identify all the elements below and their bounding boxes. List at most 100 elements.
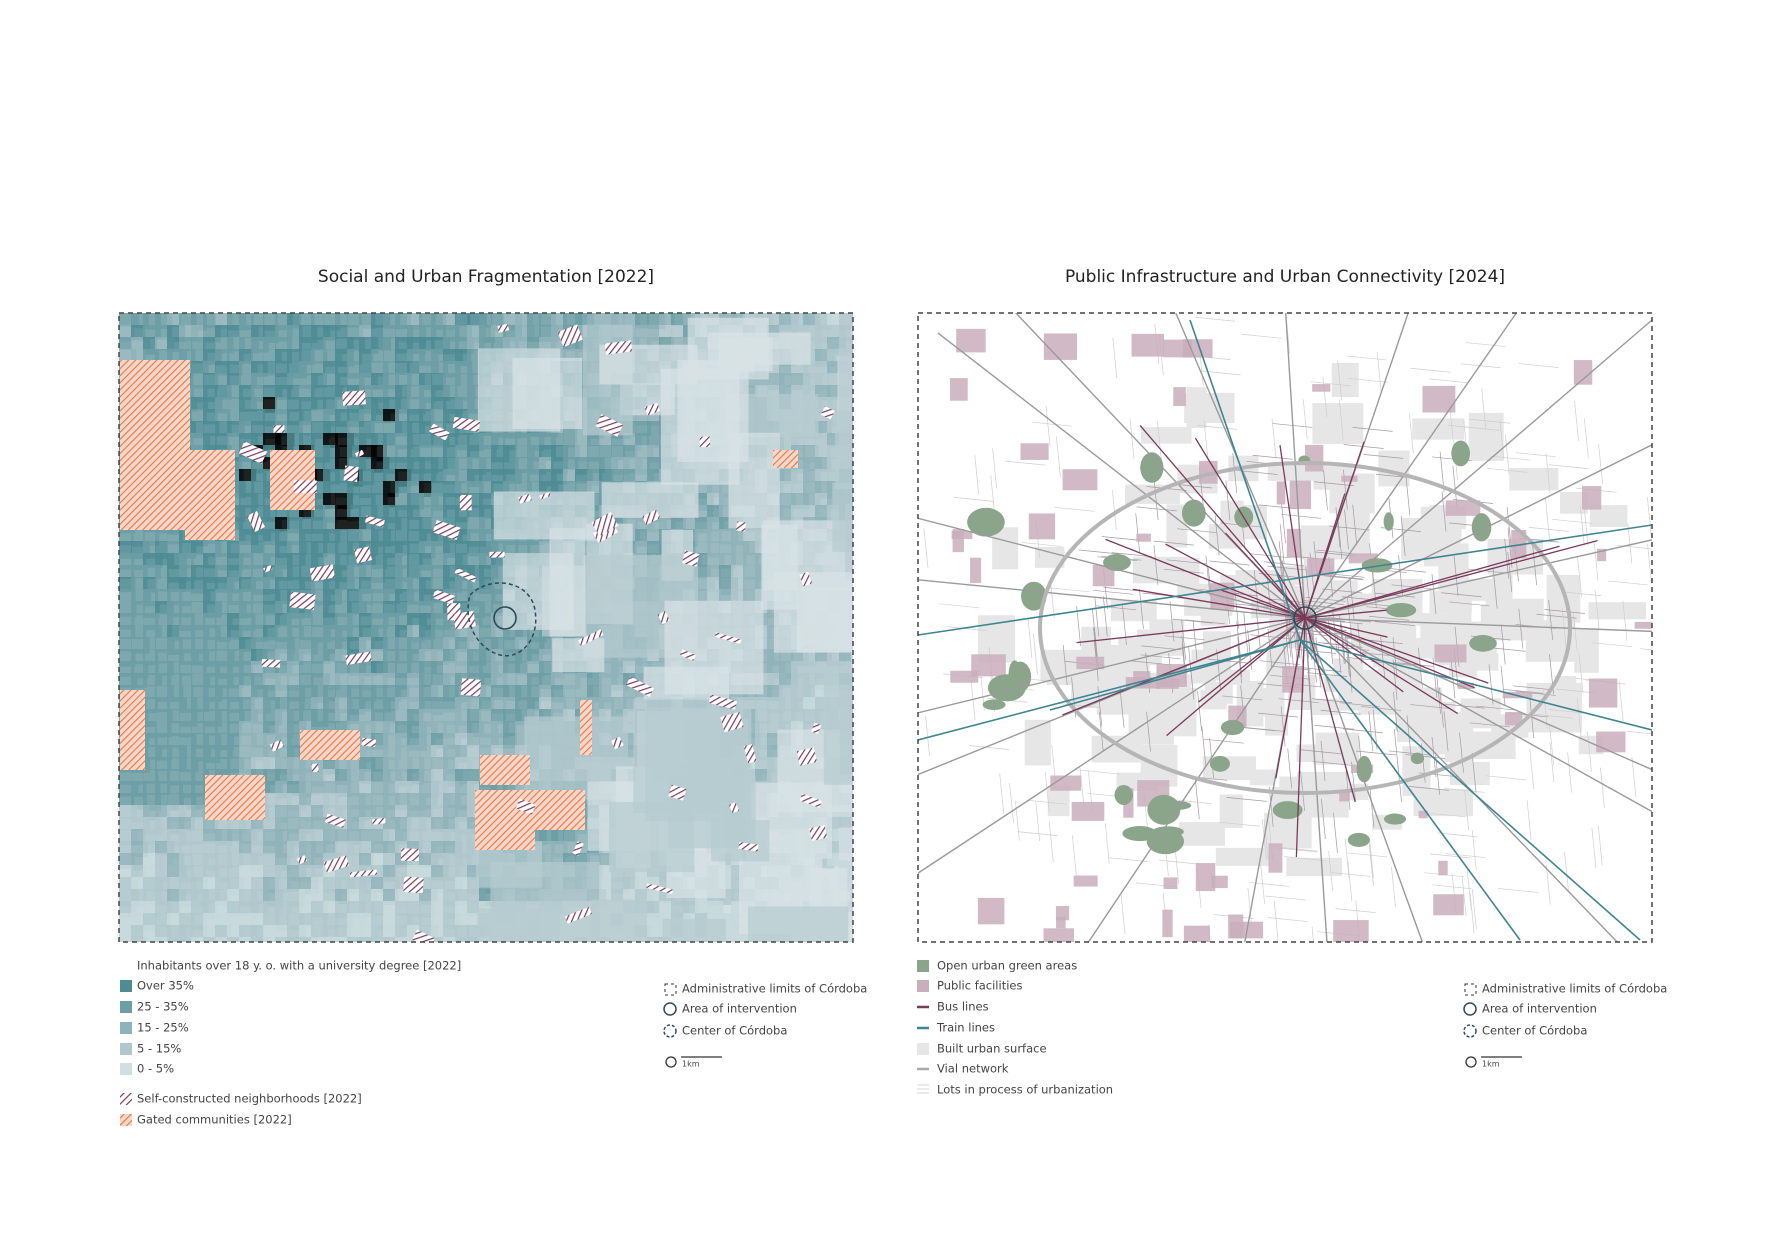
reference-legend: Administrative limits of Córdoba Area of… [663, 982, 867, 1069]
street [1574, 400, 1579, 441]
built-surface [1140, 427, 1192, 444]
built-surface [1286, 857, 1343, 877]
street [1314, 481, 1355, 487]
legend-label: Self-constructed neighborhoods [2022] [137, 1092, 362, 1106]
public-facility [1438, 860, 1448, 876]
street [1281, 513, 1322, 519]
census-tract [311, 385, 324, 400]
census-tract [263, 637, 276, 652]
public-facility [1195, 863, 1216, 892]
street [1500, 666, 1506, 707]
census-tract [851, 325, 853, 339]
census-tract [611, 661, 627, 675]
census-tract [263, 805, 277, 821]
census-tract [263, 553, 276, 567]
built-surface [1509, 467, 1559, 491]
street [1683, 602, 1723, 606]
road [1304, 617, 1652, 771]
census-tract [335, 361, 349, 377]
census-tract [347, 577, 361, 592]
census-tract [119, 853, 135, 869]
swatch [120, 1063, 132, 1075]
census-tract [371, 433, 387, 447]
census-tract [443, 805, 458, 819]
census-tract [659, 313, 675, 326]
census-tract [815, 493, 828, 509]
street [1208, 658, 1249, 664]
street [1196, 425, 1238, 430]
street [1094, 596, 1100, 637]
self-constructed-neighborhood [680, 649, 696, 661]
census-tract [203, 613, 217, 629]
census-tract [131, 625, 147, 639]
census-tract [502, 553, 574, 630]
census-tract [215, 937, 233, 942]
street [1062, 645, 1068, 686]
street [1577, 556, 1582, 598]
green-area [1385, 602, 1417, 618]
census-tract [395, 829, 410, 845]
census-tract [311, 781, 324, 795]
street [1302, 399, 1308, 440]
census-tract [191, 841, 204, 855]
census-tract [515, 721, 528, 734]
census-tract [359, 325, 372, 340]
census-tract [275, 829, 289, 845]
street [1459, 732, 1464, 773]
public-facility [1289, 480, 1311, 510]
street [1337, 360, 1343, 401]
self-constructed-neighborhood [296, 855, 308, 865]
census-tract [143, 577, 158, 593]
census-tract [359, 349, 374, 362]
census-tract [539, 697, 552, 712]
road [937, 332, 1306, 619]
street [1355, 750, 1397, 756]
street [1391, 866, 1396, 907]
census-tract [743, 541, 759, 556]
street [1627, 523, 1633, 564]
self-constructed-neighborhood [361, 737, 377, 748]
census-tract [239, 841, 252, 855]
green-area [1410, 752, 1425, 765]
census-tract [251, 709, 266, 725]
built-surface [1589, 505, 1628, 528]
self-constructed-neighborhood [403, 876, 424, 894]
public-facility [1445, 500, 1481, 516]
census-tract [599, 697, 615, 711]
street [974, 454, 980, 495]
census-tract [491, 469, 506, 484]
street [1327, 617, 1333, 658]
census-tract [395, 937, 410, 942]
street [1140, 654, 1181, 660]
census-tract [131, 649, 146, 665]
street [1640, 648, 1652, 651]
swatch [120, 1114, 132, 1126]
train-line [1299, 639, 1641, 941]
street [1300, 749, 1341, 755]
census-tract [323, 937, 343, 942]
census-tract [815, 469, 829, 485]
census-tract [239, 673, 255, 687]
census-tract [575, 433, 591, 446]
census-tract [155, 697, 170, 713]
census-tract [635, 325, 648, 338]
census-tract [683, 517, 696, 533]
census-tract [407, 505, 421, 520]
reference-legend: Administrative limits of Córdoba Area of… [1463, 982, 1667, 1069]
public-facility [949, 378, 968, 401]
census-tract [347, 853, 361, 866]
bus-line [1105, 538, 1306, 619]
icon [664, 983, 677, 996]
census-tract [551, 469, 567, 485]
census-tract [251, 469, 267, 482]
street [1079, 767, 1085, 808]
census-tract [335, 505, 351, 520]
street [1579, 505, 1585, 546]
census-tract [287, 421, 303, 434]
census-tract [491, 541, 506, 555]
census-tract [419, 697, 432, 713]
self-constructed-neighborhood [799, 793, 822, 808]
street [1203, 738, 1244, 744]
census-tract [851, 901, 853, 915]
census-tract [491, 745, 504, 758]
